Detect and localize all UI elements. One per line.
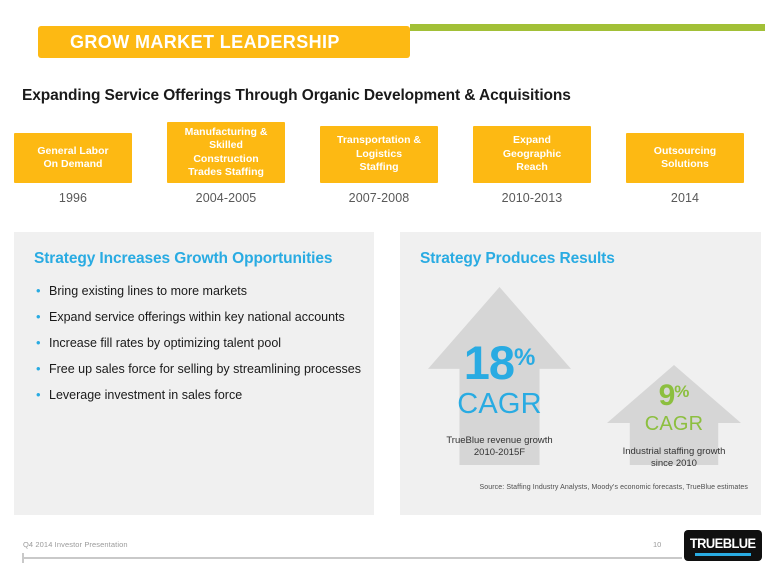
trueblue-logo: TRUEBLUE: [684, 530, 762, 561]
trueblue-logo-text: TRUEBLUE: [690, 535, 756, 551]
strategy-opportunities-panel: Strategy Increases Growth Opportunities …: [14, 232, 374, 515]
list-item: • Free up sales force for selling by str…: [36, 362, 366, 377]
stat-headline: 9%: [607, 381, 741, 411]
timeline-year: 2014: [670, 191, 700, 205]
timeline-item: Expand Geographic Reach 2010-2013: [473, 122, 591, 205]
footer-divider: [22, 553, 682, 563]
header-title-banner: GROW MARKET LEADERSHIP: [38, 26, 410, 58]
bullet-dot-icon: •: [36, 361, 41, 376]
timeline-item: Transportation & Logistics Staffing 2007-2…: [320, 122, 438, 205]
timeline-box: Manufacturing & Skilled Construction Trades…: [167, 122, 285, 183]
page-number: 10: [653, 540, 662, 549]
timeline-box: General Labor On Demand: [14, 133, 132, 183]
timeline-box: Outsourcing Solutions: [626, 133, 744, 183]
stat-caption-line2: since 2010: [651, 458, 697, 469]
list-item-label: Bring existing lines to more markets: [49, 284, 247, 298]
left-panel-heading: Strategy Increases Growth Opportunities: [34, 250, 333, 267]
stat-percent-symbol: %: [513, 344, 536, 371]
stat-unit: CAGR: [457, 388, 542, 420]
stat-percent-symbol: %: [674, 382, 690, 401]
timeline-box: Transportation & Logistics Staffing: [320, 126, 438, 183]
timeline-year: 2004-2005: [195, 191, 257, 205]
header-accent-bar: [410, 24, 765, 31]
timeline-year: 2007-2008: [348, 191, 410, 205]
list-item: • Expand service offerings within key na…: [36, 310, 366, 325]
timeline-box: Expand Geographic Reach: [473, 126, 591, 183]
list-item: • Increase fill rates by optimizing tale…: [36, 336, 366, 351]
opportunities-list: • Bring existing lines to more markets •…: [36, 284, 366, 414]
stat-caption: TrueBlue revenue growth 2010-2015F: [428, 435, 571, 459]
source-note: Source: Staffing Industry Analysts, Mood…: [479, 484, 748, 491]
right-panel-heading: Strategy Produces Results: [420, 250, 615, 267]
stat-headline: 18%: [428, 339, 571, 386]
bullet-dot-icon: •: [36, 283, 41, 298]
stat-value: 9: [658, 379, 676, 412]
list-item-label: Increase fill rates by optimizing talent…: [49, 336, 282, 350]
stat-caption-line1: Industrial staffing growth: [622, 446, 726, 457]
list-item-label: Free up sales force for selling by strea…: [49, 362, 361, 376]
strategy-results-panel: Strategy Produces Results 18% CAGR TrueB…: [400, 232, 761, 515]
timeline-year: 2010-2013: [501, 191, 563, 205]
timeline-year: 1996: [58, 191, 88, 205]
stat-caption-line2: 2010-2015F: [473, 447, 526, 458]
stat-block: 18% CAGR TrueBlue revenue growth 2010-20…: [428, 339, 571, 459]
slide-subtitle: Expanding Service Offerings Through Orga…: [22, 87, 571, 104]
stat-value: 18: [463, 336, 515, 389]
timeline: General Labor On Demand 1996 Manufacturin…: [14, 122, 761, 214]
stat-caption: Industrial staffing growth since 2010: [607, 446, 741, 470]
bullet-dot-icon: •: [36, 387, 41, 402]
trueblue-logo-underline: [695, 553, 751, 556]
list-item-label: Expand service offerings within key nati…: [49, 310, 345, 324]
timeline-item: Outsourcing Solutions 2014: [626, 122, 744, 205]
bullet-dot-icon: •: [36, 335, 41, 350]
bullet-dot-icon: •: [36, 309, 41, 324]
timeline-item: General Labor On Demand 1996: [14, 122, 132, 205]
stat-block: 9% CAGR Industrial staffing growth since…: [607, 381, 741, 470]
stat-unit: CAGR: [644, 413, 704, 435]
growth-arrow-industry: 9% CAGR Industrial staffing growth since…: [607, 365, 741, 469]
page-title: GROW MARKET LEADERSHIP: [70, 31, 340, 52]
footer-presentation-label: Q4 2014 Investor Presentation: [23, 540, 128, 549]
stat-caption-line1: TrueBlue revenue growth: [446, 435, 553, 446]
list-item: • Leverage investment in sales force: [36, 388, 366, 403]
timeline-item: Manufacturing & Skilled Construction Trades…: [167, 122, 285, 205]
list-item: • Bring existing lines to more markets: [36, 284, 366, 299]
list-item-label: Leverage investment in sales force: [49, 388, 243, 402]
growth-arrow-trueblue: 18% CAGR TrueBlue revenue growth 2010-20…: [428, 287, 571, 465]
